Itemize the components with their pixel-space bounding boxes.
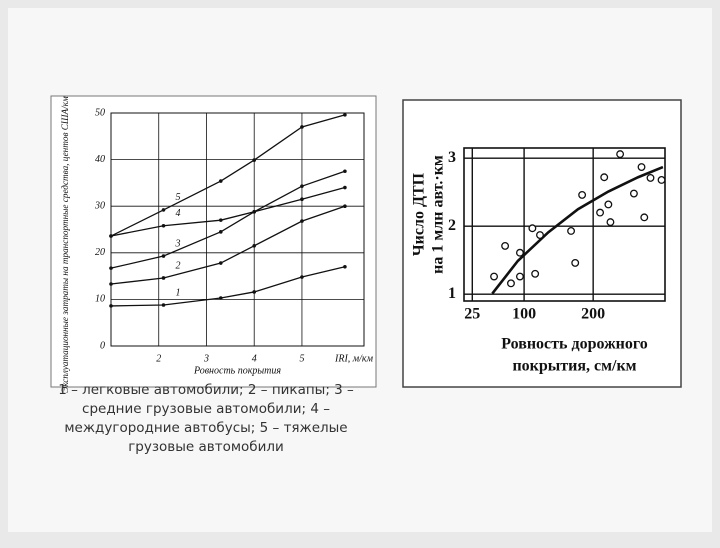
- point: [646, 173, 655, 182]
- x-tick-label: 4: [252, 353, 257, 364]
- right-chart: 1 2 3 25 100 200 Ровность дорожного покрытия, с…: [411, 147, 666, 375]
- point: [490, 272, 498, 281]
- point: [300, 184, 304, 188]
- point: [161, 254, 166, 258]
- point: [161, 303, 166, 307]
- point: [161, 223, 166, 228]
- x-tick-label: 5: [299, 353, 304, 364]
- point: [218, 296, 223, 300]
- point: [536, 231, 544, 239]
- point: [606, 218, 615, 227]
- point: [343, 185, 347, 190]
- point: [507, 279, 515, 288]
- point: [629, 189, 638, 198]
- point: [596, 208, 605, 217]
- point: [657, 176, 666, 184]
- x-axis-label: Ровность покрытия: [193, 365, 281, 376]
- y-axis-label: Эксплуатационные затраты на транспортные…: [60, 96, 70, 393]
- y-tick-label: 2: [448, 217, 456, 234]
- point: [531, 269, 540, 278]
- point: [501, 241, 510, 250]
- series-line: [110, 114, 346, 237]
- y-axis-label: на 1 млн авт.·км: [430, 155, 447, 274]
- x-tick-label: 200: [581, 306, 605, 323]
- series-line: [110, 205, 346, 285]
- point: [571, 258, 580, 267]
- legend-label: 1: [176, 287, 181, 298]
- x-tick-label: 25: [464, 306, 480, 323]
- left-frame: [50, 95, 377, 388]
- point: [600, 173, 609, 182]
- y-tick-label: 3: [448, 149, 456, 166]
- point: [528, 224, 537, 233]
- x-axis-label: Ровность дорожного: [501, 336, 648, 353]
- x-axis-unit: IRI, м/км: [334, 353, 374, 364]
- left-chart: 0 10 20 30 40 50 2 3 4 5 1 2 3 4 5 Ровность покрытия IRI…: [60, 96, 373, 393]
- point: [616, 150, 625, 159]
- legend-label: 4: [176, 208, 181, 219]
- point: [218, 218, 223, 222]
- point: [109, 282, 113, 286]
- point: [161, 276, 166, 280]
- slide: 0 10 20 30 40 50 2 3 4 5 1 2 3 4 5 Ровность покрытия IRI…: [8, 8, 712, 532]
- point: [343, 264, 347, 269]
- y-tick-label: 1: [448, 285, 456, 302]
- x-tick-label: 100: [512, 306, 536, 323]
- series-line: [110, 170, 346, 269]
- point: [300, 125, 304, 129]
- point: [252, 290, 257, 294]
- point: [252, 209, 257, 214]
- x-axis-label: покрытия, см/км: [512, 358, 636, 375]
- trend-line: [491, 165, 664, 295]
- series-line: [110, 266, 346, 307]
- point: [300, 197, 304, 202]
- point: [161, 208, 166, 212]
- point: [218, 179, 223, 183]
- y-tick-label: 20: [95, 247, 105, 258]
- y-tick-label: 40: [95, 154, 105, 165]
- y-axis-label: Число ДТП: [411, 172, 428, 256]
- point: [252, 158, 257, 162]
- point: [218, 261, 223, 265]
- point: [515, 272, 524, 281]
- point: [578, 190, 587, 199]
- caption: 1 – легковые автомобили; 2 – пикапы; 3 –…: [58, 382, 354, 455]
- point: [343, 204, 347, 208]
- point: [300, 219, 304, 223]
- legend-label: 3: [175, 238, 181, 249]
- point: [567, 227, 576, 235]
- point: [343, 113, 347, 117]
- y-tick-label: 50: [95, 107, 105, 118]
- legend-label: 5: [176, 192, 181, 203]
- series-line: [110, 186, 346, 237]
- point: [637, 163, 646, 171]
- y-tick-label: 30: [94, 200, 105, 211]
- point: [109, 304, 113, 308]
- point: [109, 234, 113, 238]
- point: [343, 169, 347, 174]
- point: [640, 213, 649, 222]
- point: [300, 275, 304, 279]
- plot-border: [463, 147, 666, 302]
- y-tick-label: 10: [95, 294, 105, 305]
- x-tick-label: 2: [156, 353, 161, 364]
- point: [515, 248, 524, 257]
- point: [109, 266, 113, 270]
- point: [218, 230, 223, 234]
- y-tick-label: 0: [100, 340, 105, 351]
- charts: 0 10 20 30 40 50 2 3 4 5 1 2 3 4 5 Ровность покрытия IRI…: [50, 95, 682, 393]
- point: [604, 200, 613, 209]
- x-tick-label: 3: [203, 353, 209, 364]
- point: [252, 244, 257, 248]
- legend-label: 2: [176, 260, 181, 271]
